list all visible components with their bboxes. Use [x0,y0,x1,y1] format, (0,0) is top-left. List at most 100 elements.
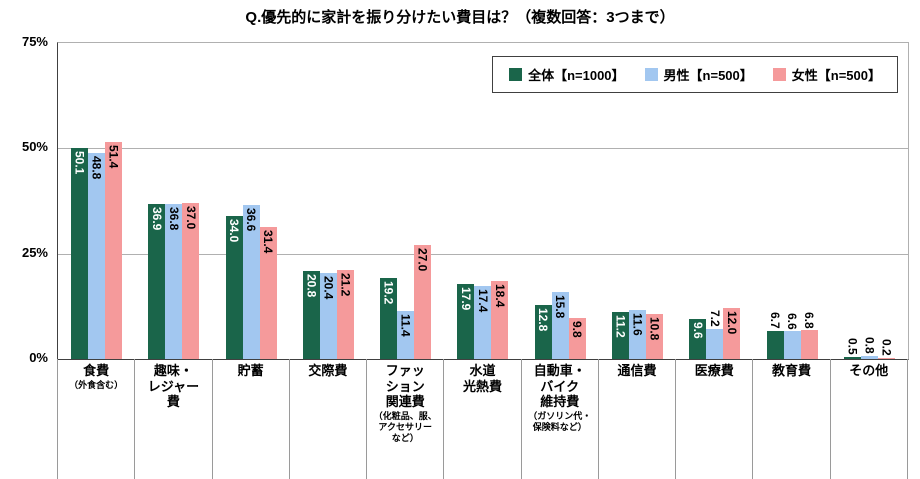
bar-group: 34.0 36.6 31.4 [213,43,290,359]
legend-swatch-icon [772,68,786,81]
bar-value-label: 21.2 [338,272,353,297]
bar: 36.9 [148,203,166,359]
category-cell: 交際費 [290,359,368,479]
bar-value-label: 0.8 [862,336,877,354]
bar: 6.7 [766,312,784,359]
bar: 34.0 [225,215,243,359]
legend-label: 全体【n=1000】 [528,68,625,83]
bar-value-label: 11.4 [398,313,413,337]
bar: 0.2 [877,339,895,359]
bar-value-label: 18.4 [492,284,507,308]
category-label: 趣味・ レジャー 費 [147,363,200,410]
plot-area: 50.1 48.8 51.4 36.9 36.8 37.0 34.0 36.6 31.4 20.8… [57,42,909,360]
bar-value-label: 36.6 [244,207,259,232]
bar: 20.8 [302,271,320,359]
bar: 11.4 [397,310,415,359]
gridline [58,253,908,255]
category-cell: 食費 （外食含む） [58,359,136,479]
bar: 17.4 [474,285,492,359]
bar-value-label: 17.9 [458,286,473,310]
bar-group: 0.5 0.8 0.2 [831,43,908,359]
legend-swatch-icon [509,68,523,81]
bar-value-label: 12.8 [536,308,551,332]
bar-value-label: 10.8 [647,316,662,340]
legend-label: 男性【n=500】 [663,68,753,83]
bar-value-label: 6.8 [802,311,817,329]
bar: 15.8 [551,292,569,359]
bar: 7.2 [706,310,724,359]
category-cell: 通信費 [599,359,677,479]
bar-value-label: 20.8 [304,274,319,298]
y-tick-label: 50% [21,139,48,155]
bar: 36.8 [165,203,183,359]
bar-value-label: 0.2 [879,339,894,357]
bar: 0.5 [843,338,861,359]
category-label: 医療費 [694,363,734,378]
bar-value-label: 37.0 [183,206,198,230]
bar-value-label: 11.2 [613,314,628,338]
category-cell: 貯蓄 [213,359,290,479]
category-note: （外食含む） [69,379,124,390]
category-label: その他 [849,363,889,378]
y-axis: 0% 25% 50% 75% [0,34,52,365]
bar: 48.8 [88,153,106,359]
bar-value-label: 48.8 [89,156,104,180]
bar-group: 6.7 6.6 6.8 [753,43,830,359]
bar: 0.8 [860,337,878,359]
bar-group: 19.2 11.4 27.0 [367,43,444,359]
bar-group: 20.8 20.4 21.2 [290,43,367,359]
bar-value-label: 12.0 [724,311,739,335]
legend-item: 女性【n=500】 [772,65,881,84]
bar: 17.9 [457,283,475,359]
y-tick-label: 25% [21,244,48,260]
bar: 9.8 [568,317,586,359]
bar-group: 9.6 7.2 12.0 [676,43,753,359]
category-label: 交際費 [308,363,348,378]
category-cell: その他 [831,359,908,479]
bar: 18.4 [491,281,509,359]
bar-value-label: 11.6 [630,313,645,336]
bar-value-label: 0.5 [845,338,860,355]
bar: 10.8 [645,313,663,359]
bar-value-label: 51.4 [106,145,121,169]
bar: 27.0 [414,245,432,359]
bar-group: 11.2 11.6 10.8 [599,43,676,359]
bar: 9.6 [689,318,707,359]
legend-item: 男性【n=500】 [644,65,753,84]
category-cell: 教育費 [753,359,831,479]
bar-group: 17.9 17.4 18.4 [444,43,521,359]
bar-value-label: 36.9 [149,206,164,230]
bar: 36.6 [242,204,260,359]
bar-value-label: 6.6 [785,312,800,330]
category-label: 食費 [83,363,110,378]
y-tick-label: 75% [21,34,48,49]
category-cell: 医療費 [676,359,754,479]
bar: 19.2 [380,278,398,359]
bar-value-label: 31.4 [261,229,276,254]
bar: 6.6 [783,313,801,359]
category-label: 自動車・ バイク 維持費 [533,363,586,410]
bar-value-label: 6.7 [768,312,783,329]
gridline [58,148,908,150]
bar-value-label: 15.8 [553,295,568,319]
legend: 全体【n=1000】 男性【n=500】 女性【n=500】 [492,56,898,93]
bar: 12.0 [723,308,741,359]
category-cell: 趣味・ レジャー 費 [135,359,213,479]
legend-item: 全体【n=1000】 [509,65,625,84]
category-cell: ファッ ション 関連費 （化粧品、服、 アクセサリー など） [367,359,445,479]
bar: 51.4 [105,142,123,359]
bar: 11.2 [611,311,629,359]
bar-value-label: 7.2 [707,309,722,327]
category-cell: 水道 光熱費 [444,359,522,479]
legend-swatch-icon [644,68,658,81]
bar-groups-container: 50.1 48.8 51.4 36.9 36.8 37.0 34.0 36.6 31.4 20.8… [58,43,908,359]
bar-value-label: 19.2 [381,281,396,305]
bar-group: 50.1 48.8 51.4 [58,43,135,359]
bar-value-label: 36.8 [166,206,181,231]
bar: 20.4 [319,273,337,359]
legend-label: 女性【n=500】 [791,68,881,83]
bar: 50.1 [71,147,89,359]
category-note: （ガソリン代・ 保険料など） [528,410,592,433]
bar-value-label: 17.4 [475,288,490,313]
